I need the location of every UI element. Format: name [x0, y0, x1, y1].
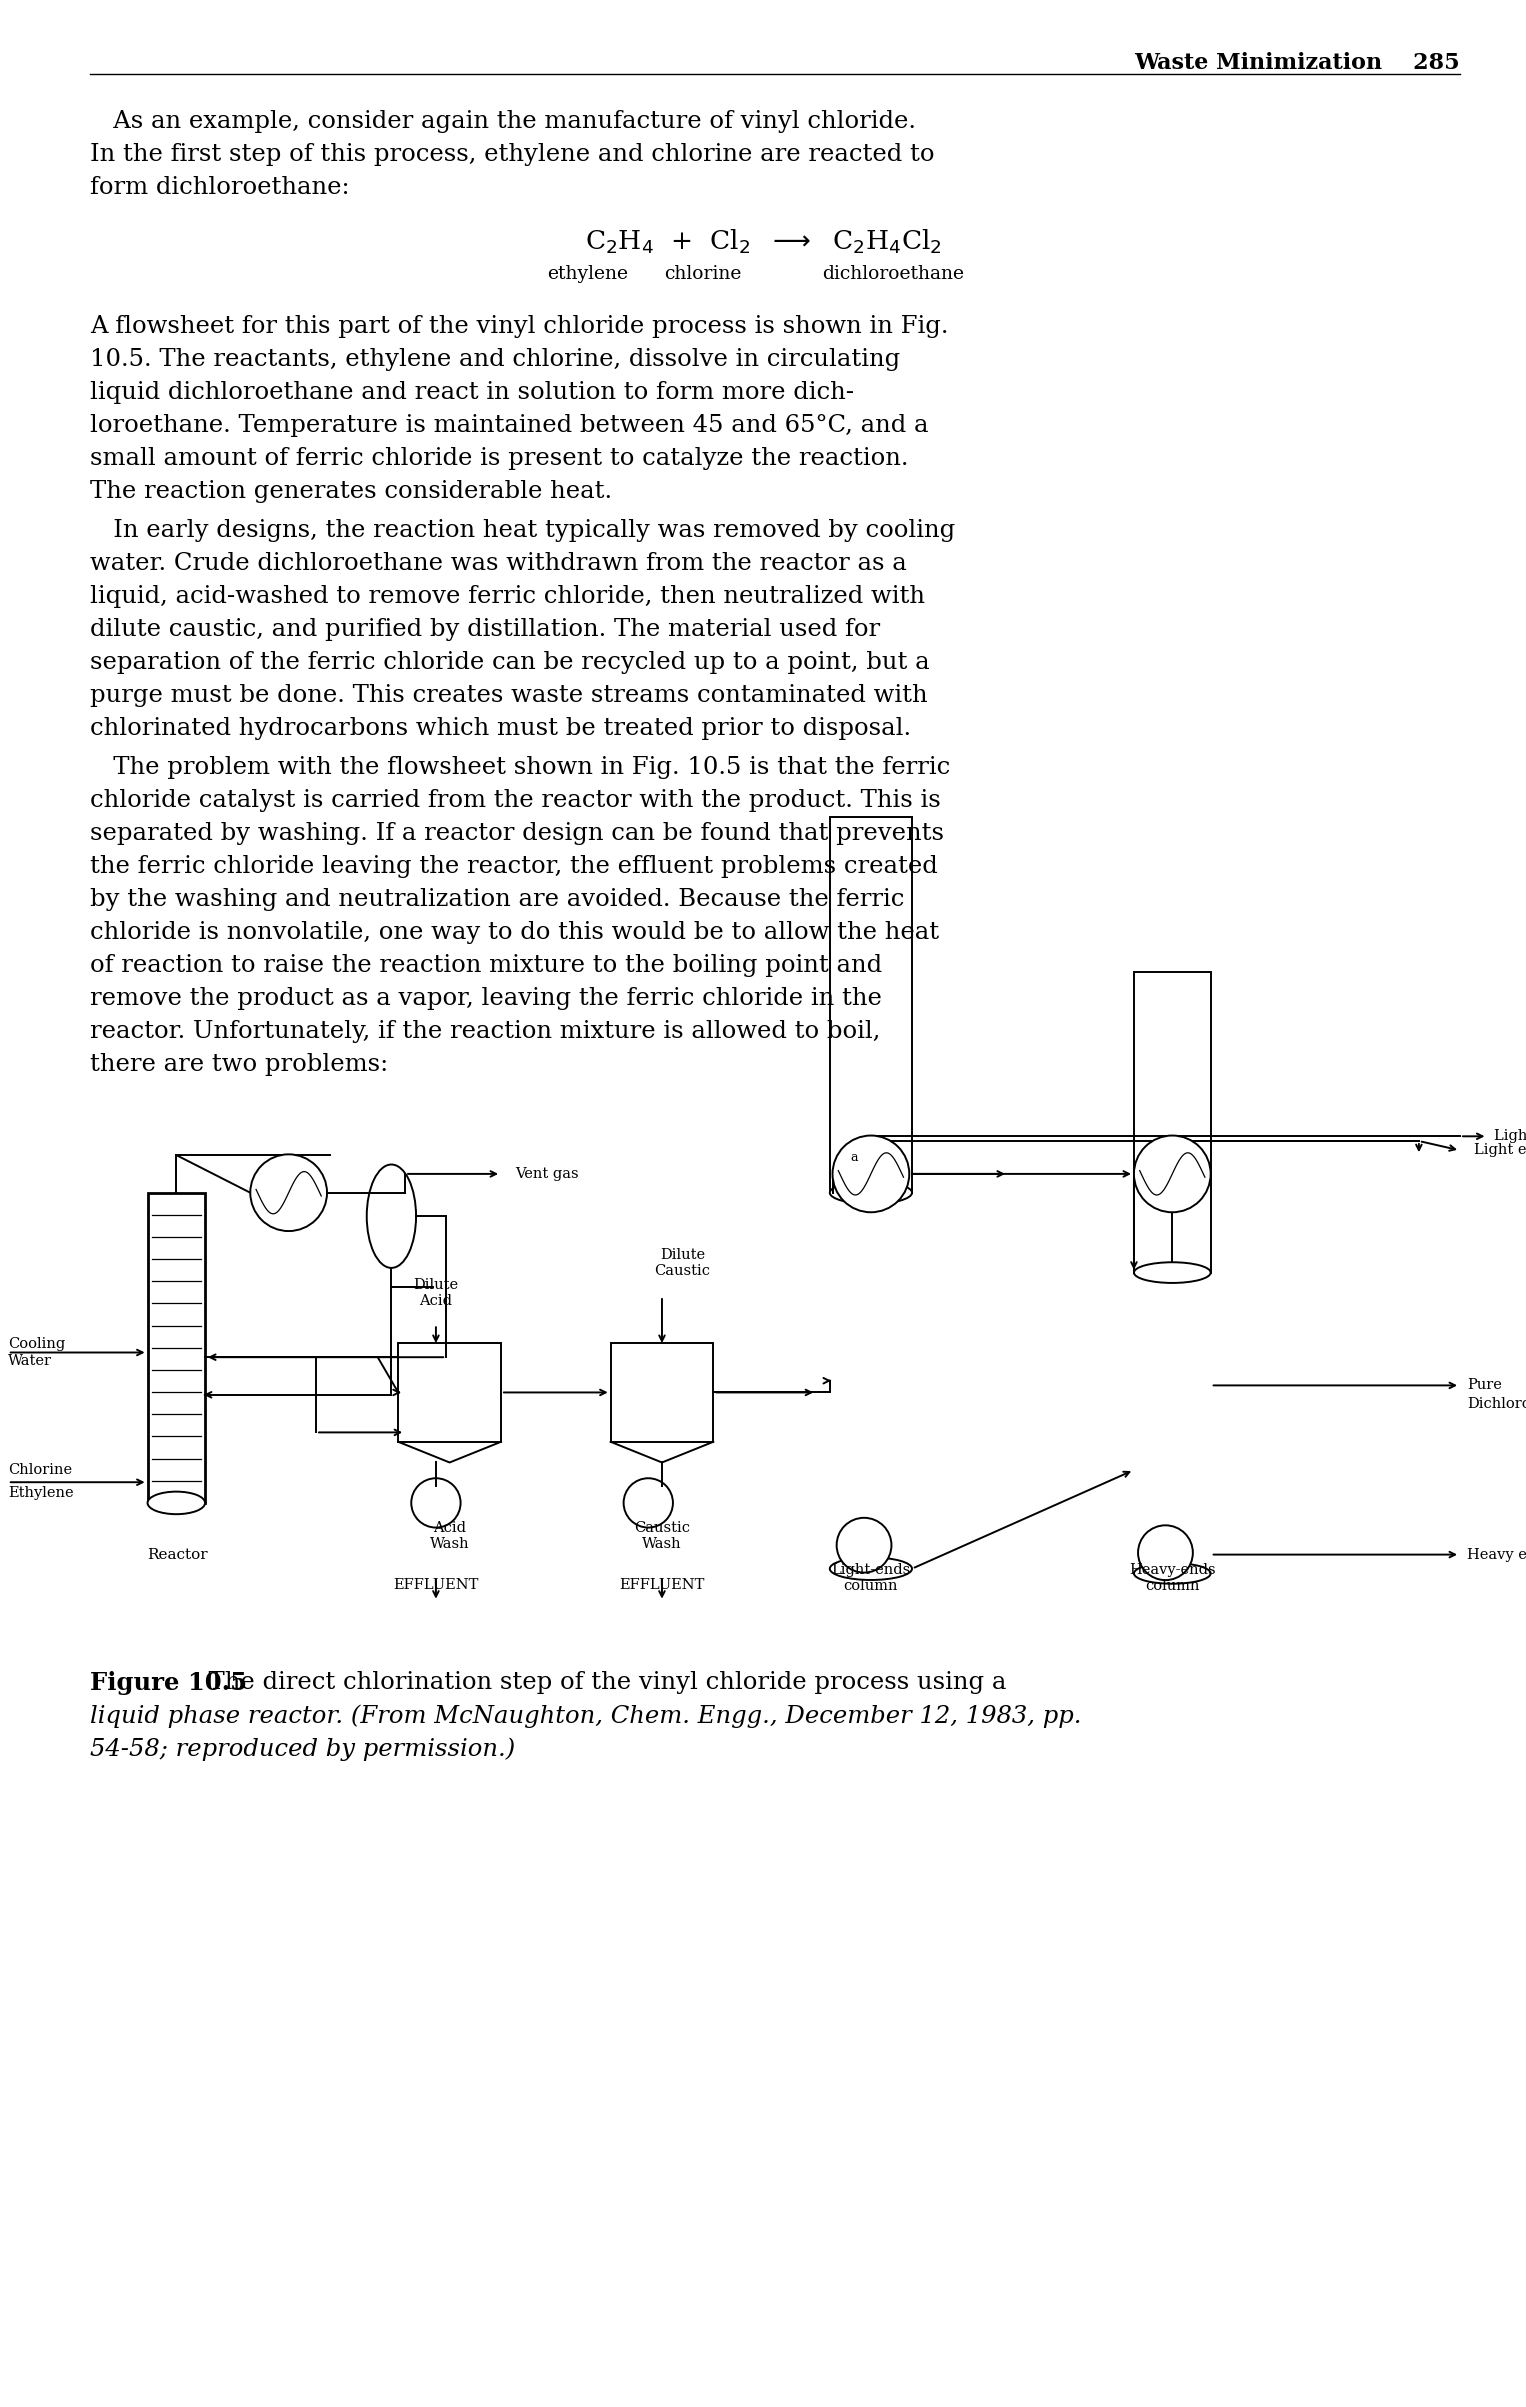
- Text: Chlorine: Chlorine: [8, 1463, 72, 1478]
- Text: water. Crude dichloroethane was withdrawn from the reactor as a: water. Crude dichloroethane was withdraw…: [90, 551, 906, 575]
- Circle shape: [1138, 1526, 1193, 1579]
- Text: chlorinated hydrocarbons which must be treated prior to disposal.: chlorinated hydrocarbons which must be t…: [90, 717, 911, 739]
- Text: Light ends: Light ends: [1494, 1129, 1526, 1143]
- Text: of reaction to raise the reaction mixture to the boiling point and: of reaction to raise the reaction mixtur…: [90, 953, 882, 977]
- Circle shape: [412, 1478, 461, 1528]
- Text: loroethane. Temperature is maintained between 45 and 65°C, and a: loroethane. Temperature is maintained be…: [90, 414, 928, 438]
- Circle shape: [1134, 1136, 1210, 1213]
- Circle shape: [833, 1136, 909, 1213]
- Text: C$_2$H$_4$  +  Cl$_2$  $\longrightarrow$  C$_2$H$_4$Cl$_2$: C$_2$H$_4$ + Cl$_2$ $\longrightarrow$ C$…: [584, 226, 942, 255]
- Text: In the first step of this process, ethylene and chlorine are reacted to: In the first step of this process, ethyl…: [90, 142, 934, 166]
- Text: form dichloroethane:: form dichloroethane:: [90, 176, 349, 200]
- Text: 54-58; reproduced by permission.): 54-58; reproduced by permission.): [90, 1738, 516, 1760]
- Text: Caustic
Wash: Caustic Wash: [633, 1521, 690, 1550]
- Text: dilute caustic, and purified by distillation. The material used for: dilute caustic, and purified by distilla…: [90, 619, 881, 640]
- Text: dichloroethane: dichloroethane: [823, 265, 964, 284]
- Text: chloride catalyst is carried from the reactor with the product. This is: chloride catalyst is carried from the re…: [90, 789, 940, 811]
- Text: EFFLUENT: EFFLUENT: [394, 1579, 479, 1591]
- Text: reactor. Unfortunately, if the reaction mixture is allowed to boil,: reactor. Unfortunately, if the reaction …: [90, 1021, 881, 1042]
- Text: the ferric chloride leaving the reactor, the effluent problems created: the ferric chloride leaving the reactor,…: [90, 854, 938, 879]
- Text: Figure 10.5: Figure 10.5: [90, 1670, 247, 1695]
- Text: Dilute
Caustic: Dilute Caustic: [655, 1249, 711, 1278]
- Ellipse shape: [366, 1165, 417, 1268]
- Ellipse shape: [830, 1182, 913, 1204]
- Circle shape: [250, 1155, 327, 1230]
- Text: remove the product as a vapor, leaving the ferric chloride in the: remove the product as a vapor, leaving t…: [90, 987, 882, 1011]
- Ellipse shape: [1134, 1261, 1210, 1283]
- Text: chloride is nonvolatile, one way to do this would be to allow the heat: chloride is nonvolatile, one way to do t…: [90, 922, 938, 944]
- Text: a: a: [850, 1151, 858, 1165]
- Ellipse shape: [148, 1492, 204, 1514]
- Ellipse shape: [830, 1557, 913, 1579]
- Text: there are two problems:: there are two problems:: [90, 1052, 388, 1076]
- Text: 10.5. The reactants, ethylene and chlorine, dissolve in circulating: 10.5. The reactants, ethylene and chlori…: [90, 349, 900, 371]
- Text: Dilute
Acid: Dilute Acid: [414, 1278, 458, 1309]
- Text: Heavy-ends
column: Heavy-ends column: [1129, 1562, 1216, 1593]
- Text: Pure: Pure: [1466, 1379, 1502, 1391]
- Text: Acid
Wash: Acid Wash: [430, 1521, 470, 1550]
- Text: liquid, acid-washed to remove ferric chloride, then neutralized with: liquid, acid-washed to remove ferric chl…: [90, 585, 925, 609]
- Text: small amount of ferric chloride is present to catalyze the reaction.: small amount of ferric chloride is prese…: [90, 448, 908, 469]
- Text: Vent gas: Vent gas: [514, 1167, 578, 1182]
- Text: liquid dichloroethane and react in solution to form more dich-: liquid dichloroethane and react in solut…: [90, 380, 855, 404]
- Text: EFFLUENT: EFFLUENT: [620, 1579, 705, 1591]
- Text: ethylene: ethylene: [548, 265, 629, 284]
- Text: Dichloroethane: Dichloroethane: [1466, 1396, 1526, 1411]
- Text: Light ends: Light ends: [1474, 1143, 1526, 1158]
- Text: Reactor: Reactor: [148, 1548, 208, 1562]
- Text: The reaction generates considerable heat.: The reaction generates considerable heat…: [90, 479, 612, 503]
- Text: The direct chlorination step of the vinyl chloride process using a: The direct chlorination step of the viny…: [192, 1670, 1006, 1695]
- Text: Ethylene: Ethylene: [8, 1488, 73, 1500]
- Text: Waste Minimization    285: Waste Minimization 285: [1134, 53, 1460, 75]
- Text: separated by washing. If a reactor design can be found that prevents: separated by washing. If a reactor desig…: [90, 823, 945, 845]
- Text: The problem with the flowsheet shown in Fig. 10.5 is that the ferric: The problem with the flowsheet shown in …: [90, 756, 951, 780]
- Text: chlorine: chlorine: [664, 265, 742, 284]
- Text: As an example, consider again the manufacture of vinyl chloride.: As an example, consider again the manufa…: [90, 111, 916, 132]
- Bar: [148, 1194, 204, 1502]
- Ellipse shape: [1134, 1562, 1210, 1584]
- Text: A flowsheet for this part of the vinyl chloride process is shown in Fig.: A flowsheet for this part of the vinyl c…: [90, 315, 949, 337]
- Text: Light-ends
column: Light-ends column: [832, 1562, 911, 1593]
- Circle shape: [836, 1519, 891, 1572]
- Text: by the washing and neutralization are avoided. Because the ferric: by the washing and neutralization are av…: [90, 888, 905, 910]
- Text: In early designs, the reaction heat typically was removed by cooling: In early designs, the reaction heat typi…: [90, 520, 955, 542]
- Text: Cooling
Water: Cooling Water: [8, 1338, 66, 1367]
- Text: liquid phase reactor. (From McNaughton, Chem. Engg., December 12, 1983, pp.: liquid phase reactor. (From McNaughton, …: [90, 1704, 1082, 1728]
- Bar: [610, 1343, 713, 1442]
- Bar: [1134, 972, 1210, 1273]
- Circle shape: [624, 1478, 673, 1528]
- Bar: [830, 816, 913, 1194]
- Text: separation of the ferric chloride can be recycled up to a point, but a: separation of the ferric chloride can be…: [90, 650, 929, 674]
- Bar: [398, 1343, 501, 1442]
- Text: purge must be done. This creates waste streams contaminated with: purge must be done. This creates waste s…: [90, 684, 928, 708]
- Text: Heavy ends: Heavy ends: [1466, 1548, 1526, 1562]
